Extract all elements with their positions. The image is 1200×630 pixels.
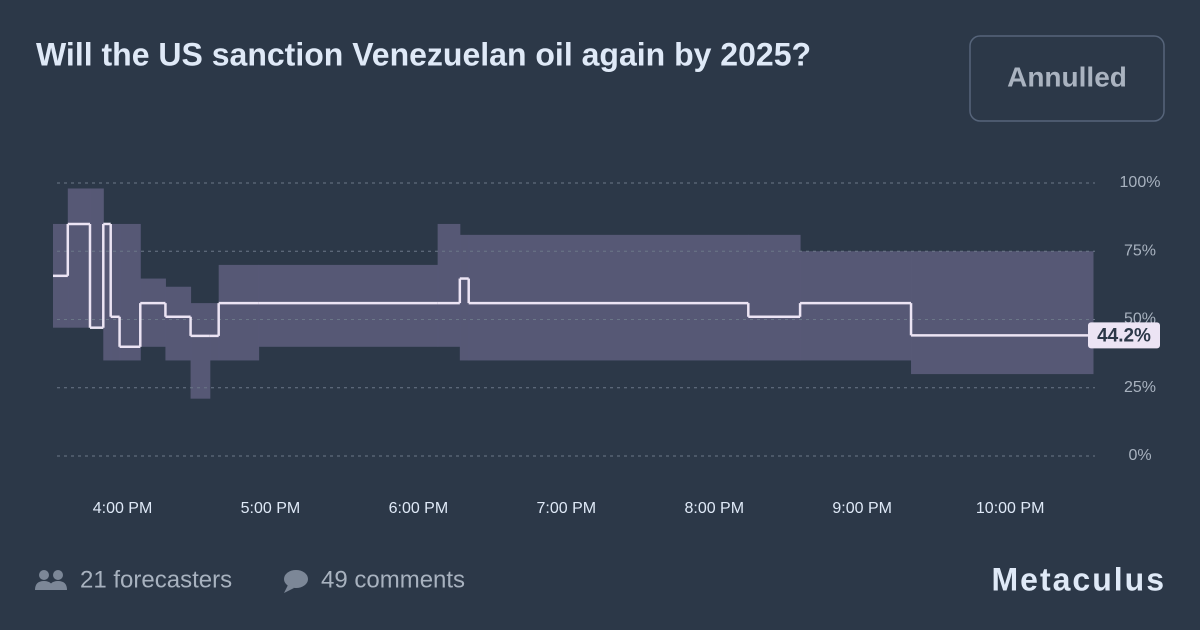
x-tick-label: 8:00 PM <box>684 500 744 517</box>
status-badge <box>969 35 1165 122</box>
y-tick-label: 75% <box>1124 242 1156 259</box>
forecasters-count: 21 forecasters <box>80 566 232 593</box>
x-tick-label: 6:00 PM <box>389 500 449 517</box>
x-tick-label: 4:00 PM <box>93 500 153 517</box>
x-tick-label: 5:00 PM <box>241 500 301 517</box>
brand: Metaculus <box>992 561 1166 597</box>
interval-band <box>67 188 91 328</box>
interval-band <box>258 264 439 347</box>
comments-count: 49 comments <box>321 566 465 593</box>
x-tick-label: 10:00 PM <box>976 500 1044 517</box>
interval-band <box>218 264 260 361</box>
interval-band <box>140 278 166 347</box>
interval-band <box>89 188 104 328</box>
interval-band <box>911 251 1094 375</box>
interval-band <box>459 234 470 361</box>
x-tick-label: 9:00 PM <box>832 500 892 517</box>
question-title: Will the US sanction Venezuelan oil agai… <box>36 36 811 72</box>
interval-band <box>110 223 121 361</box>
x-tick-label: 7:00 PM <box>537 500 597 517</box>
interval-band <box>748 234 801 361</box>
status-text: Annulled <box>1007 61 1127 92</box>
y-tick-label: 100% <box>1120 174 1161 191</box>
y-tick-label: 0% <box>1128 447 1151 464</box>
interval-band <box>190 303 211 399</box>
interval-band <box>800 251 912 361</box>
comments-icon <box>284 570 308 593</box>
interval-band <box>209 303 220 361</box>
value-label-bg <box>1088 322 1160 349</box>
y-tick-label: 25% <box>1124 379 1156 396</box>
interval-band <box>437 223 461 347</box>
interval-band <box>119 223 141 361</box>
plot: 0%25%50%75%100%44.2%4:00 PM 5:00 PM 6:00 P… <box>53 174 1160 517</box>
interval-band <box>103 223 112 361</box>
interval-band <box>468 234 749 361</box>
forecasters-icon <box>35 570 67 590</box>
interval-band <box>165 286 192 361</box>
value-label: 44.2% <box>1097 325 1151 346</box>
